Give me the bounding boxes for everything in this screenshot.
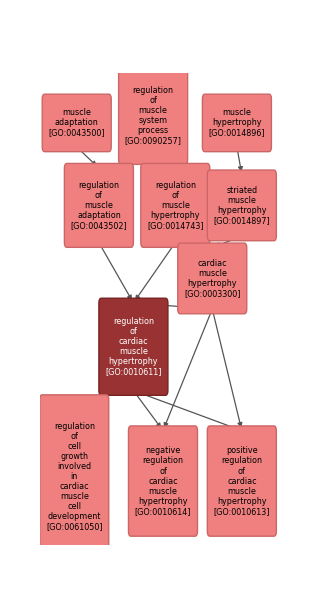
FancyBboxPatch shape — [64, 163, 134, 247]
Text: regulation
of
muscle
hypertrophy
[GO:0014743]: regulation of muscle hypertrophy [GO:001… — [147, 181, 204, 230]
FancyBboxPatch shape — [141, 163, 210, 247]
FancyBboxPatch shape — [119, 67, 188, 165]
Text: negative
regulation
of
cardiac
muscle
hypertrophy
[GO:0010614]: negative regulation of cardiac muscle hy… — [135, 446, 191, 516]
FancyBboxPatch shape — [203, 94, 272, 152]
FancyBboxPatch shape — [40, 395, 109, 558]
Text: muscle
hypertrophy
[GO:0014896]: muscle hypertrophy [GO:0014896] — [209, 108, 265, 138]
Text: regulation
of
cardiac
muscle
hypertrophy
[GO:0010611]: regulation of cardiac muscle hypertrophy… — [105, 317, 162, 376]
FancyBboxPatch shape — [99, 298, 168, 395]
Text: regulation
of
cell
growth
involved
in
cardiac
muscle
cell
development
[GO:006105: regulation of cell growth involved in ca… — [46, 422, 103, 531]
FancyBboxPatch shape — [207, 426, 276, 536]
Text: regulation
of
muscle
adaptation
[GO:0043502]: regulation of muscle adaptation [GO:0043… — [71, 181, 127, 230]
FancyBboxPatch shape — [178, 243, 247, 314]
Text: regulation
of
muscle
system
process
[GO:0090257]: regulation of muscle system process [GO:… — [125, 86, 182, 146]
Text: striated
muscle
hypertrophy
[GO:0014897]: striated muscle hypertrophy [GO:0014897] — [213, 186, 270, 225]
FancyBboxPatch shape — [207, 170, 276, 241]
Text: cardiac
muscle
hypertrophy
[GO:0003300]: cardiac muscle hypertrophy [GO:0003300] — [184, 259, 240, 298]
FancyBboxPatch shape — [128, 426, 197, 536]
Text: muscle
adaptation
[GO:0043500]: muscle adaptation [GO:0043500] — [48, 108, 105, 138]
FancyBboxPatch shape — [42, 94, 111, 152]
Text: positive
regulation
of
cardiac
muscle
hypertrophy
[GO:0010613]: positive regulation of cardiac muscle hy… — [214, 446, 270, 516]
